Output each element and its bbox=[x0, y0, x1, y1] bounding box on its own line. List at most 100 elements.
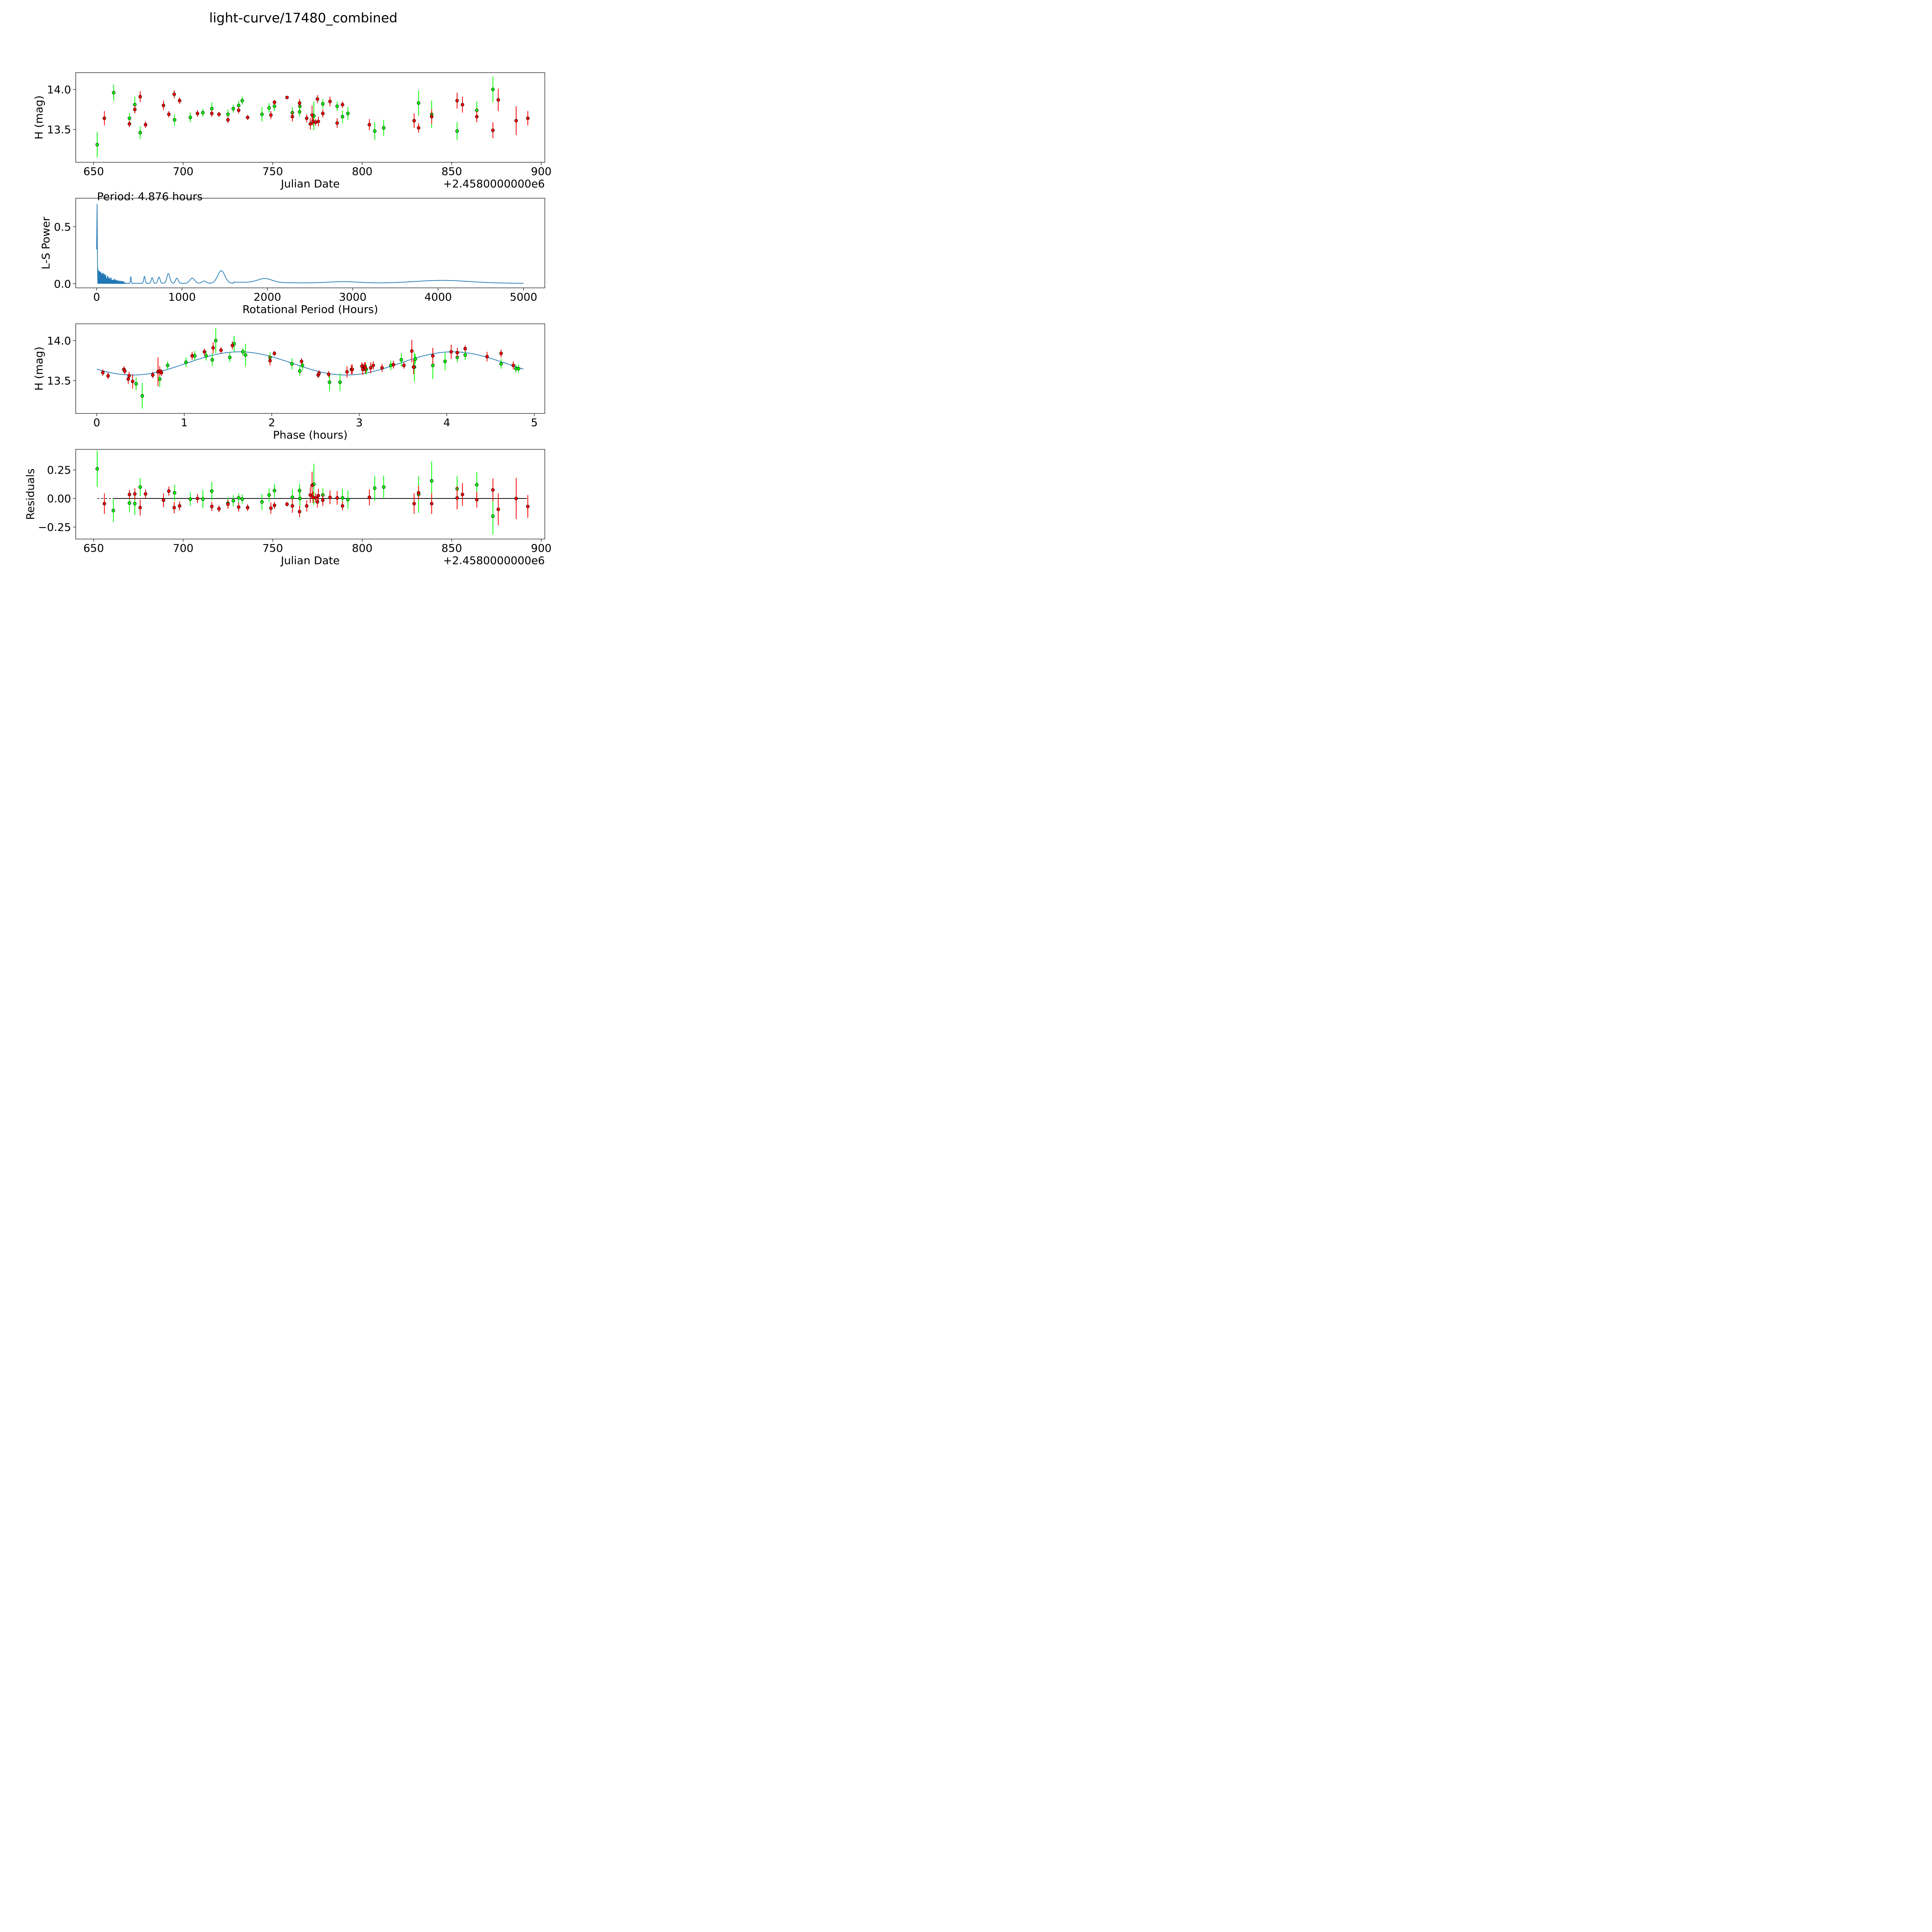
phased-x-tick-label: 0 bbox=[93, 416, 100, 429]
phased-green-point bbox=[243, 353, 247, 357]
lightcurve-green-point bbox=[267, 106, 271, 110]
phased-red-point bbox=[131, 379, 134, 383]
phased-green-point bbox=[134, 382, 138, 386]
periodogram-x-tick-label: 5000 bbox=[510, 291, 537, 303]
residuals-green-point bbox=[237, 496, 241, 500]
lightcurve-green-point bbox=[95, 143, 99, 146]
phased-red-point bbox=[456, 351, 459, 355]
lightcurve-axes-frame bbox=[75, 72, 545, 163]
residuals-ylabel: Residuals bbox=[24, 469, 37, 520]
phased-red-point bbox=[126, 377, 130, 381]
phased-panel: Phase (hours) H (mag) 0 1 2 3 4 5 13.5 14.0 bbox=[32, 323, 545, 441]
phased-red-point bbox=[317, 371, 321, 375]
residuals-red-point bbox=[461, 493, 464, 497]
residuals-red-point bbox=[178, 504, 182, 508]
lightcurve-green-point bbox=[417, 101, 420, 105]
lightcurve-red-point bbox=[310, 113, 314, 117]
residuals-green-point bbox=[231, 499, 235, 503]
lightcurve-red-point bbox=[272, 100, 276, 104]
phased-red-point bbox=[402, 364, 406, 367]
lightcurve-red-point bbox=[367, 123, 371, 127]
lightcurve-ylabel: H (mag) bbox=[32, 95, 45, 139]
residuals-red-point bbox=[310, 483, 314, 487]
periodogram-axes-frame bbox=[75, 198, 545, 288]
phased-y-tick-label: 13.5 bbox=[47, 374, 71, 387]
phased-green-point bbox=[431, 364, 435, 367]
residuals-green-point bbox=[272, 488, 276, 492]
lightcurve-red-point bbox=[430, 115, 434, 119]
residuals-red-point bbox=[321, 498, 325, 502]
residuals-green-point bbox=[128, 501, 131, 505]
figure: light-curve/17480_combined Julian Date H… bbox=[0, 0, 599, 599]
lightcurve-red-point bbox=[305, 116, 309, 120]
lightcurve-red-point bbox=[178, 99, 182, 102]
residuals-red-point bbox=[455, 496, 459, 500]
lightcurve-green-point bbox=[173, 118, 177, 122]
phased-green-point bbox=[298, 369, 302, 373]
lightcurve-green-point bbox=[210, 107, 214, 111]
lightcurve-y-tick-label: 14.0 bbox=[47, 83, 71, 96]
residuals-red-point bbox=[138, 506, 142, 510]
phased-red-point bbox=[299, 359, 303, 363]
phased-red-point bbox=[272, 352, 276, 355]
periodogram-series-line bbox=[96, 204, 524, 284]
lightcurve-red-point bbox=[316, 119, 320, 123]
phased-green-point bbox=[214, 339, 218, 342]
periodogram-x-tick-label: 0 bbox=[93, 291, 100, 303]
residuals-green-point bbox=[138, 485, 142, 489]
lightcurve-green-point bbox=[237, 104, 241, 107]
phased-red-point bbox=[202, 350, 206, 354]
residuals-red-point bbox=[237, 505, 241, 509]
lightcurve-red-point bbox=[316, 97, 320, 101]
phased-red-point bbox=[268, 359, 272, 362]
residuals-green-point bbox=[346, 498, 350, 502]
phased-red-point bbox=[410, 349, 414, 353]
residuals-green-point bbox=[210, 489, 214, 493]
residuals-green-point bbox=[491, 514, 495, 518]
phased-red-point bbox=[106, 374, 110, 378]
lightcurve-green-point bbox=[455, 129, 459, 133]
residuals-red-point bbox=[298, 510, 301, 514]
lightcurve-red-point bbox=[461, 103, 464, 107]
phased-y-tick-label: 14.0 bbox=[47, 335, 71, 347]
residuals-panel: Julian Date Residuals +2.4580000000e6 65… bbox=[24, 449, 551, 567]
periodogram-xlabel: Rotational Period (Hours) bbox=[242, 303, 378, 316]
lightcurve-green-point bbox=[128, 116, 131, 120]
residuals-red-point bbox=[133, 492, 137, 496]
residuals-x-tick-label: 800 bbox=[352, 542, 372, 554]
lightcurve-red-point bbox=[128, 122, 131, 126]
phased-red-point bbox=[190, 354, 194, 358]
lightcurve-green-point bbox=[382, 126, 386, 130]
residuals-red-point bbox=[526, 505, 530, 509]
residuals-green-point bbox=[133, 502, 137, 505]
lightcurve-red-point bbox=[417, 126, 420, 130]
residuals-green-point bbox=[373, 486, 377, 490]
figure-title: light-curve/17480_combined bbox=[209, 10, 397, 26]
phased-green-point bbox=[413, 357, 417, 361]
residuals-red-point bbox=[269, 506, 273, 510]
residuals-green-point bbox=[240, 497, 244, 501]
residuals-red-point bbox=[367, 495, 371, 499]
lightcurve-green-point bbox=[272, 104, 276, 108]
residuals-red-point bbox=[210, 505, 214, 509]
phased-green-point bbox=[290, 362, 294, 366]
lightcurve-red-point bbox=[172, 92, 176, 96]
residuals-xlabel: Julian Date bbox=[280, 554, 340, 567]
residuals-red-point bbox=[491, 488, 495, 492]
lightcurve-red-point bbox=[491, 128, 495, 132]
periodogram-x-tick-label: 2000 bbox=[253, 291, 281, 303]
lightcurve-red-point bbox=[455, 99, 459, 102]
phased-red-point bbox=[219, 348, 223, 352]
residuals-red-point bbox=[272, 503, 276, 507]
lightcurve-red-point bbox=[412, 119, 416, 122]
phased-red-point bbox=[380, 366, 384, 370]
residuals-red-point bbox=[305, 504, 309, 508]
lightcurve-x-tick-label: 900 bbox=[531, 165, 551, 178]
lightcurve-x-tick-label: 700 bbox=[173, 165, 193, 178]
lightcurve-green-point bbox=[112, 91, 116, 95]
lightcurve-xlabel: Julian Date bbox=[280, 177, 340, 190]
lightcurve-red-point bbox=[340, 103, 344, 107]
residuals-red-point bbox=[514, 497, 518, 500]
phased-red-point bbox=[449, 350, 453, 354]
phased-red-point bbox=[369, 366, 372, 370]
